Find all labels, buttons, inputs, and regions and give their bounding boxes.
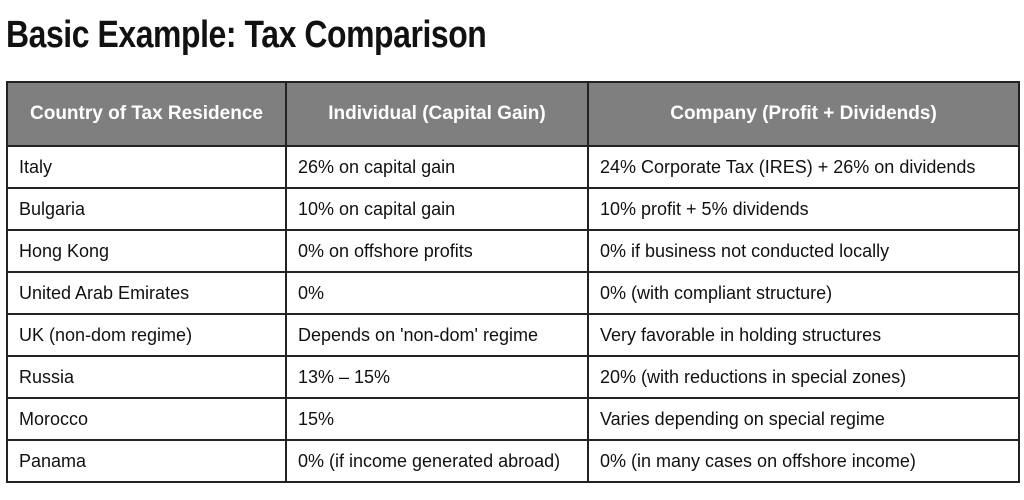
table-row: Hong Kong 0% on offshore profits 0% if bus…	[6, 229, 1020, 273]
table-cell: Italy	[6, 145, 287, 189]
table-cell: Russia	[6, 355, 287, 399]
header-row: Country of Tax Residence Individual (Capi…	[6, 81, 1020, 147]
table-row: UK (non-dom regime) Depends on 'non-dom' …	[6, 313, 1020, 357]
table-head: Country of Tax Residence Individual (Capi…	[6, 81, 1020, 147]
table-cell: 0% if business not conducted locally	[587, 229, 1020, 273]
table-cell: 26% on capital gain	[285, 145, 589, 189]
table-row: Bulgaria 10% on capital gain 10% profit + …	[6, 187, 1020, 231]
table-row: Italy 26% on capital gain 24% Corporate Ta…	[6, 145, 1020, 189]
table-cell: 10% on capital gain	[285, 187, 589, 231]
table-cell: UK (non-dom regime)	[6, 313, 287, 357]
column-header: Country of Tax Residence	[6, 81, 287, 147]
table-cell: 0% (with compliant structure)	[587, 271, 1020, 315]
table-body: Italy 26% on capital gain 24% Corporate Ta…	[6, 145, 1020, 483]
table-cell: 0%	[285, 271, 589, 315]
table-cell: 13% – 15%	[285, 355, 589, 399]
table-cell: 24% Corporate Tax (IRES) + 26% on divide…	[587, 145, 1020, 189]
table-cell: Depends on 'non-dom' regime	[285, 313, 589, 357]
table-cell: 10% profit + 5% dividends	[587, 187, 1020, 231]
table-cell: 0% (if income generated abroad)	[285, 439, 589, 483]
table-cell: Bulgaria	[6, 187, 287, 231]
table-row: United Arab Emirates 0% 0% (with compliant…	[6, 271, 1020, 315]
table-cell: Morocco	[6, 397, 287, 441]
table-cell: Very favorable in holding structures	[587, 313, 1020, 357]
table-row: Panama 0% (if income generated abroad) 0% …	[6, 439, 1020, 483]
table-cell: Varies depending on special regime	[587, 397, 1020, 441]
column-header: Company (Profit + Dividends)	[587, 81, 1020, 147]
table-cell: 0% on offshore profits	[285, 229, 589, 273]
column-header: Individual (Capital Gain)	[285, 81, 589, 147]
table-cell: Panama	[6, 439, 287, 483]
table-cell: United Arab Emirates	[6, 271, 287, 315]
page-title: Basic Example: Tax Comparison	[6, 14, 487, 56]
table-cell: Hong Kong	[6, 229, 287, 273]
table-cell: 0% (in many cases on offshore income)	[587, 439, 1020, 483]
table-row: Russia 13% – 15% 20% (with reductions in s…	[6, 355, 1020, 399]
table-cell: 15%	[285, 397, 589, 441]
table-cell: 20% (with reductions in special zones)	[587, 355, 1020, 399]
table-row: Morocco 15% Varies depending on special re…	[6, 397, 1020, 441]
tax-table: Country of Tax Residence Individual (Capi…	[6, 81, 1020, 483]
